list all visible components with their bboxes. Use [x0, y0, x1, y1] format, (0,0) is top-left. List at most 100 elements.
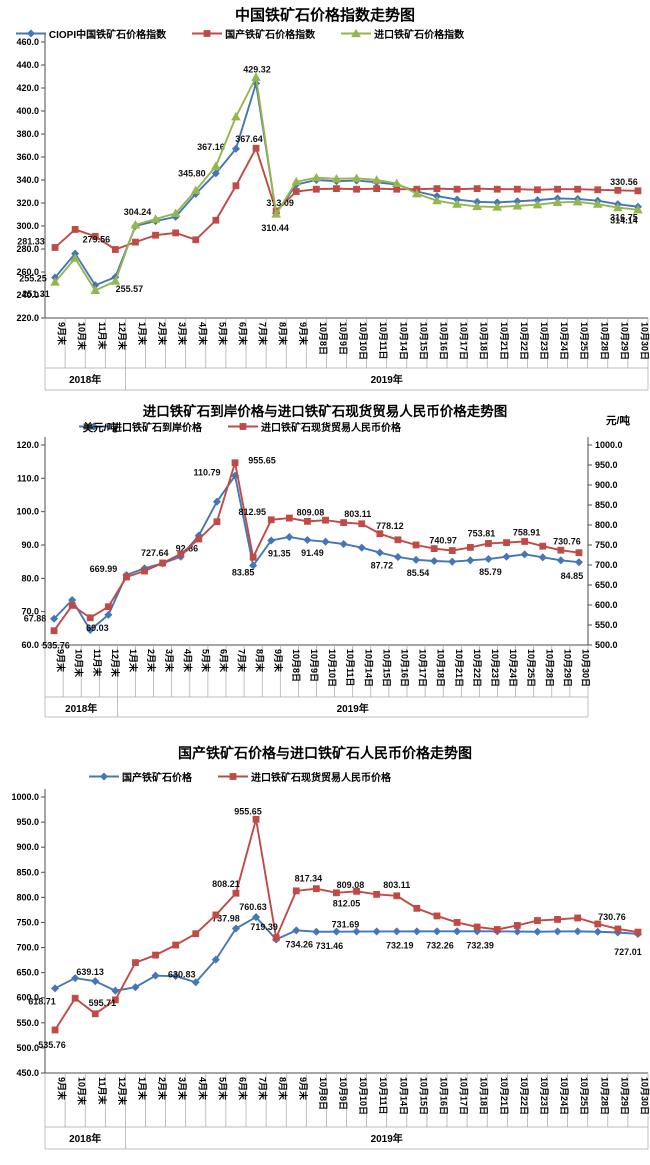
square-marker-icon — [493, 185, 501, 193]
diamond-marker-icon — [574, 558, 583, 567]
diamond-marker-icon — [339, 539, 348, 549]
triangle-marker-icon — [271, 209, 281, 218]
square-marker-icon — [412, 541, 420, 549]
data-label: 740.97 — [429, 536, 457, 546]
chart3-title: 国产铁矿石价格与进口铁矿石人民币价格走势图 — [178, 745, 472, 761]
triangle-marker-icon — [211, 161, 221, 170]
x-axis-category-label: 10月15日 — [418, 322, 428, 360]
data-label: 304.24 — [124, 207, 152, 217]
data-label: 719.39 — [250, 922, 278, 932]
legend-swatch-icon — [15, 29, 46, 38]
diamond-marker-icon — [484, 555, 493, 564]
square-marker-icon — [71, 994, 79, 1002]
x-axis-category-label: 5月末 — [200, 649, 211, 673]
diamond-marker-icon — [352, 927, 361, 936]
diamond-marker-icon — [151, 971, 160, 980]
x-axis-category-label: 7月末 — [237, 649, 248, 673]
data-label: 85.54 — [407, 568, 430, 578]
x-axis-category-label: 10月25日 — [579, 1077, 589, 1115]
square-marker-icon — [448, 547, 456, 554]
series-line — [54, 83, 639, 287]
square-marker-icon — [68, 602, 76, 609]
x-axis-category-label: 10月末 — [77, 322, 88, 351]
triangle-marker-icon — [311, 172, 322, 182]
chart2-title: 进口铁矿石到岸价格与进口铁矿石现货贸易人民币价格走势图 — [142, 404, 508, 419]
y-axis-tick-label: 340.0 — [16, 175, 39, 185]
chart1-legend: CIOPI中国铁矿石价格指数 国产铁矿石价格指数 进口铁矿石价格指数 — [0, 26, 565, 41]
x-axis-category-label: 10月14日 — [363, 649, 373, 687]
data-label: 758.91 — [513, 527, 541, 537]
x-axis-category-label: 10月11日 — [345, 649, 355, 687]
data-label: 730.76 — [553, 537, 581, 547]
diamond-marker-icon — [393, 552, 402, 562]
diamond-marker-icon — [553, 927, 562, 936]
triangle-marker-icon — [351, 173, 362, 182]
series-进口铁矿石现货贸易人民币价格: 535.76 595.71 808.21 955.65 719.39 817.34 809.… — [38, 806, 642, 1050]
square-marker-icon — [312, 885, 320, 893]
data-label: 367.64 — [235, 134, 263, 144]
data-label: 731.69 — [332, 920, 360, 930]
right-axis-unit-label: 元/吨 — [606, 414, 630, 427]
x-axis-category-label: 10月22日 — [519, 1077, 529, 1115]
data-label: 669.99 — [90, 564, 118, 574]
square-marker-icon — [239, 423, 247, 430]
square-marker-icon — [292, 188, 300, 195]
diamond-marker-icon — [303, 536, 312, 545]
square-marker-icon — [172, 229, 180, 237]
square-marker-icon — [141, 567, 148, 575]
x-axis-category-label: 4月末 — [197, 322, 208, 346]
x-axis-category-label: 9月末 — [298, 1077, 309, 1101]
y-axis-tick-label: 650.0 — [16, 968, 39, 978]
square-marker-icon — [192, 236, 200, 244]
square-marker-icon — [91, 1010, 99, 1018]
legend-item: 进口铁矿石现货贸易人民币价格 — [218, 769, 391, 784]
data-label: 367.16 — [197, 142, 225, 152]
y-axis-tick-label: 70.0 — [21, 607, 39, 617]
square-marker-icon — [231, 459, 239, 467]
diamond-marker-icon — [231, 144, 240, 153]
square-marker-icon — [373, 890, 381, 898]
square-marker-icon — [353, 887, 360, 895]
diamond-marker-icon — [392, 927, 401, 936]
diamond-marker-icon — [267, 536, 276, 545]
triangle-marker-icon — [391, 178, 402, 188]
diamond-marker-icon — [86, 625, 95, 635]
square-marker-icon — [333, 185, 340, 193]
year-group-label: 2019年 — [371, 1132, 403, 1145]
x-axis-category-label: 12月末 — [117, 1077, 128, 1106]
chart3-legend: 国产铁矿石价格 进口铁矿石现货贸易人民币价格 — [0, 769, 565, 784]
chart2-block: 进口铁矿石到岸价格与进口铁矿石现货贸易人民币价格走势图 进口铁矿石到岸价格 进口铁… — [0, 395, 650, 735]
triangle-marker-icon — [371, 175, 382, 184]
triangle-marker-icon — [291, 176, 302, 186]
x-axis-category-label: 10月9日 — [309, 649, 319, 682]
data-label: 251.31 — [22, 289, 50, 299]
data-label: 809.08 — [337, 880, 365, 890]
data-label: 618.71 — [28, 996, 56, 1006]
diamond-marker-icon — [573, 927, 582, 936]
data-label: 812.95 — [238, 507, 266, 517]
square-marker-icon — [554, 916, 561, 923]
year-group-label: 2019年 — [337, 702, 369, 715]
y-axis-tick-label: 110.0 — [17, 473, 39, 483]
triangle-marker-icon — [331, 174, 342, 183]
x-axis-category-label: 2月末 — [146, 649, 157, 673]
left-axis-unit-label: 美元/吨 — [83, 421, 118, 434]
diamond-marker-icon — [71, 974, 80, 983]
diamond-marker-icon — [448, 557, 457, 566]
square-marker-icon — [493, 926, 501, 933]
series-CIOPI中国铁矿石价格指数: 255.25 255.57 304.24 345.80 367.16 316.75 — [19, 79, 642, 294]
diamond-marker-icon — [285, 532, 294, 542]
square-marker-icon — [557, 546, 565, 554]
x-axis-category-label: 11月末 — [92, 649, 103, 678]
y-axis-tick-label: 1000.0 — [11, 792, 39, 802]
diamond-marker-icon — [520, 550, 529, 559]
square-marker-icon — [554, 185, 561, 193]
square-marker-icon — [333, 889, 340, 897]
square-marker-icon — [513, 185, 521, 193]
square-marker-icon — [123, 573, 130, 581]
square-marker-icon — [534, 917, 541, 924]
y-axis-tick-label: 460.0 — [16, 37, 39, 47]
x-axis-category-label: 10月22日 — [472, 649, 482, 687]
y2-axis-tick-label: 700.0 — [595, 560, 618, 570]
square-marker-icon — [132, 959, 139, 967]
